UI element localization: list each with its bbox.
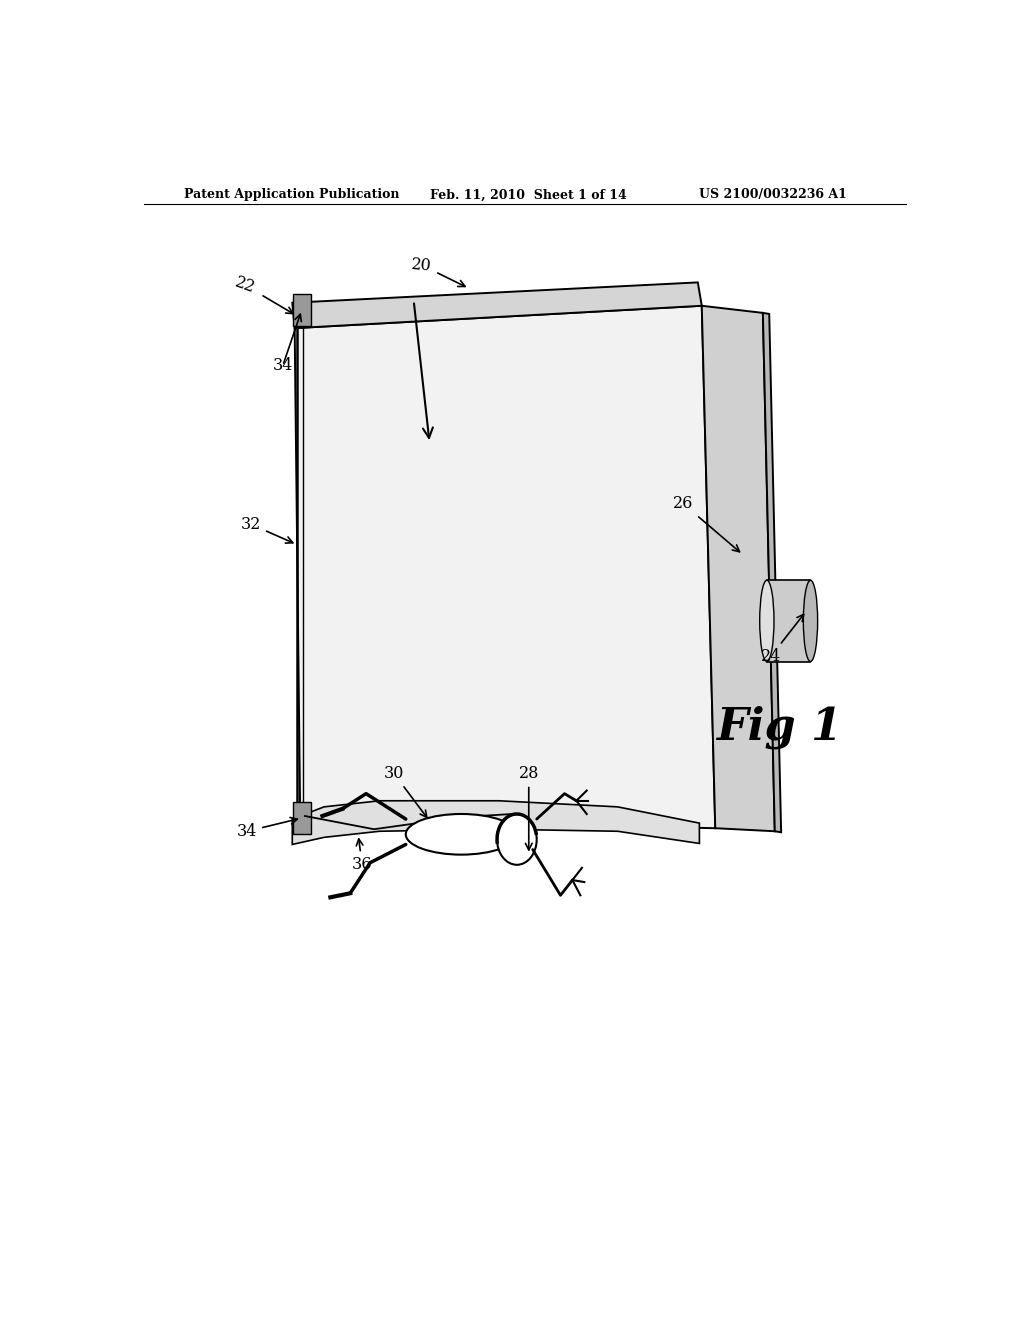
Ellipse shape [760,581,774,661]
Text: 26: 26 [674,495,739,552]
Polygon shape [292,282,701,329]
Text: 34: 34 [272,358,293,375]
Text: Patent Application Publication: Patent Application Publication [183,189,399,202]
Text: US 2100/0032236 A1: US 2100/0032236 A1 [699,189,847,202]
Text: 34: 34 [237,817,297,840]
Ellipse shape [406,814,517,854]
Text: 20: 20 [411,256,465,286]
Circle shape [497,814,537,865]
Text: 36: 36 [352,840,373,874]
Text: 28: 28 [518,764,539,850]
Text: 22: 22 [233,275,293,314]
Polygon shape [763,313,781,833]
Text: 32: 32 [241,516,293,543]
Polygon shape [295,306,715,828]
Bar [293,801,310,834]
Bar [293,293,310,326]
Ellipse shape [804,581,817,661]
Polygon shape [292,801,699,845]
Text: 24: 24 [761,614,804,665]
Text: 30: 30 [384,764,427,817]
Bar [767,581,811,661]
Text: Fig 1: Fig 1 [716,706,842,750]
Polygon shape [701,306,775,832]
Text: Feb. 11, 2010  Sheet 1 of 14: Feb. 11, 2010 Sheet 1 of 14 [430,189,627,202]
